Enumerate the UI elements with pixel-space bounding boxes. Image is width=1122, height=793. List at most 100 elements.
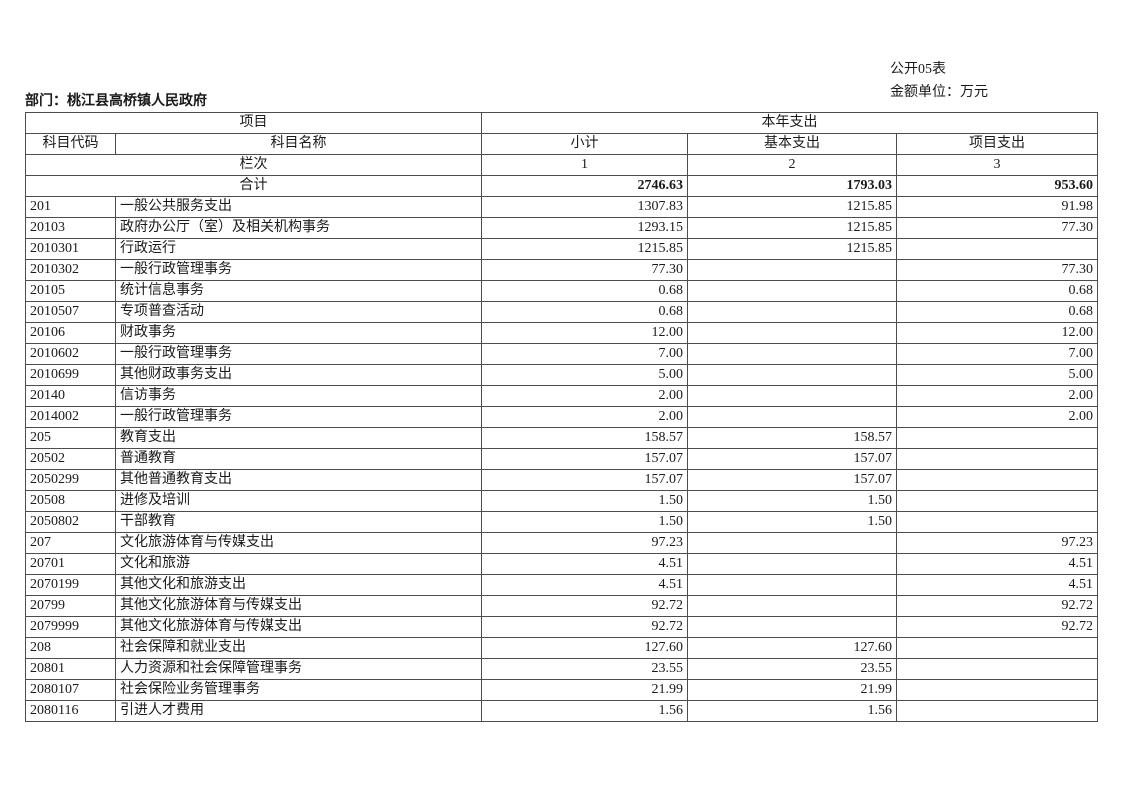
cell-subject-name: 信访事务 xyxy=(115,385,482,407)
cell-project-expenditure: 7.00 xyxy=(895,343,1099,365)
cell-project-expenditure: 4.51 xyxy=(895,553,1099,575)
cell-subject-code: 2080116 xyxy=(25,700,116,722)
cell-project-expenditure xyxy=(895,448,1099,470)
cell-project-expenditure: 92.72 xyxy=(895,595,1099,617)
cell-subject-name: 教育支出 xyxy=(115,427,482,449)
cell-project-expenditure: 4.51 xyxy=(895,574,1099,596)
cell-basic-expenditure: 1215.85 xyxy=(687,196,897,218)
table-row: 2050299 其他普通教育支出 157.07 157.07 xyxy=(25,469,1099,491)
form-number: 公开05表 xyxy=(890,62,946,77)
cell-basic-expenditure xyxy=(687,574,897,596)
cell-subtotal: 77.30 xyxy=(481,259,688,281)
cell-subject-code: 20701 xyxy=(25,553,116,575)
cell-subtotal: 1.56 xyxy=(481,700,688,722)
cell-project-expenditure: 2.00 xyxy=(895,406,1099,428)
cell-project-expenditure xyxy=(895,490,1099,512)
cell-basic-expenditure xyxy=(687,259,897,281)
table-row: 2079999 其他文化旅游体育与传媒支出 92.72 92.72 xyxy=(25,616,1099,638)
cell-project-expenditure xyxy=(895,700,1099,722)
cell-basic-expenditure xyxy=(687,406,897,428)
unit-label: 金额单位：万元 xyxy=(890,85,988,100)
cell-subtotal: 1.50 xyxy=(481,511,688,533)
table-row: 207 文化旅游体育与传媒支出 97.23 97.23 xyxy=(25,532,1099,554)
cell-subtotal: 92.72 xyxy=(481,616,688,638)
header-project-expenditure: 项目支出 xyxy=(895,133,1099,155)
table-row: 20105 统计信息事务 0.68 0.68 xyxy=(25,280,1099,302)
cell-basic-expenditure xyxy=(687,343,897,365)
table-row: 201 一般公共服务支出 1307.83 1215.85 91.98 xyxy=(25,196,1099,218)
cell-subtotal: 97.23 xyxy=(481,532,688,554)
header-basic-expenditure: 基本支出 xyxy=(687,133,897,155)
column-index-3: 3 xyxy=(895,154,1099,176)
table-row: 205 教育支出 158.57 158.57 xyxy=(25,427,1099,449)
cell-subtotal: 1.50 xyxy=(481,490,688,512)
cell-basic-expenditure: 1215.85 xyxy=(687,217,897,239)
cell-basic-expenditure xyxy=(687,385,897,407)
table-row: 2010301 行政运行 1215.85 1215.85 xyxy=(25,238,1099,260)
cell-subject-name: 一般行政管理事务 xyxy=(115,343,482,365)
cell-subject-code: 2070199 xyxy=(25,574,116,596)
cell-basic-expenditure: 157.07 xyxy=(687,448,897,470)
table-row: 20799 其他文化旅游体育与传媒支出 92.72 92.72 xyxy=(25,595,1099,617)
cell-subject-name: 行政运行 xyxy=(115,238,482,260)
cell-subject-name: 引进人才费用 xyxy=(115,700,482,722)
header-row-columns: 科目代码 科目名称 小计 基本支出 项目支出 xyxy=(25,133,1099,155)
form-meta: 公开05表 金额单位：万元 xyxy=(890,58,988,104)
table-row: 20140 信访事务 2.00 2.00 xyxy=(25,385,1099,407)
cell-subject-name: 一般行政管理事务 xyxy=(115,406,482,428)
total-row: 合计 2746.63 1793.03 953.60 xyxy=(25,175,1099,197)
cell-basic-expenditure: 1215.85 xyxy=(687,238,897,260)
cell-basic-expenditure: 1.50 xyxy=(687,490,897,512)
cell-basic-expenditure xyxy=(687,532,897,554)
cell-subject-code: 20106 xyxy=(25,322,116,344)
cell-basic-expenditure xyxy=(687,322,897,344)
cell-subject-code: 2080107 xyxy=(25,679,116,701)
cell-subject-name: 文化旅游体育与传媒支出 xyxy=(115,532,482,554)
cell-subject-name: 一般行政管理事务 xyxy=(115,259,482,281)
cell-subtotal: 2.00 xyxy=(481,406,688,428)
cell-subject-name: 人力资源和社会保障管理事务 xyxy=(115,658,482,680)
cell-basic-expenditure xyxy=(687,595,897,617)
cell-subject-code: 20105 xyxy=(25,280,116,302)
cell-subject-code: 20502 xyxy=(25,448,116,470)
cell-basic-expenditure: 1.56 xyxy=(687,700,897,722)
cell-subtotal: 2.00 xyxy=(481,385,688,407)
table-row: 2070199 其他文化和旅游支出 4.51 4.51 xyxy=(25,574,1099,596)
column-index-1: 1 xyxy=(481,154,688,176)
table-row: 2080107 社会保险业务管理事务 21.99 21.99 xyxy=(25,679,1099,701)
table-row: 2010699 其他财政事务支出 5.00 5.00 xyxy=(25,364,1099,386)
table-row: 2010602 一般行政管理事务 7.00 7.00 xyxy=(25,343,1099,365)
cell-subject-name: 其他财政事务支出 xyxy=(115,364,482,386)
cell-basic-expenditure: 23.55 xyxy=(687,658,897,680)
total-label: 合计 xyxy=(25,175,482,197)
cell-subject-code: 207 xyxy=(25,532,116,554)
cell-subject-name: 其他文化和旅游支出 xyxy=(115,574,482,596)
cell-subtotal: 1307.83 xyxy=(481,196,688,218)
cell-project-expenditure xyxy=(895,679,1099,701)
cell-subtotal: 4.51 xyxy=(481,574,688,596)
cell-subject-name: 社会保险业务管理事务 xyxy=(115,679,482,701)
cell-subject-code: 20103 xyxy=(25,217,116,239)
cell-project-expenditure xyxy=(895,658,1099,680)
total-basic: 1793.03 xyxy=(687,175,897,197)
cell-basic-expenditure: 127.60 xyxy=(687,637,897,659)
cell-project-expenditure: 97.23 xyxy=(895,532,1099,554)
cell-basic-expenditure: 21.99 xyxy=(687,679,897,701)
cell-subtotal: 1293.15 xyxy=(481,217,688,239)
cell-subject-code: 208 xyxy=(25,637,116,659)
header-subject-code: 科目代码 xyxy=(25,133,116,155)
cell-subject-code: 20140 xyxy=(25,385,116,407)
cell-subtotal: 21.99 xyxy=(481,679,688,701)
cell-subtotal: 12.00 xyxy=(481,322,688,344)
cell-subject-code: 2010507 xyxy=(25,301,116,323)
cell-subtotal: 157.07 xyxy=(481,448,688,470)
table-row: 20103 政府办公厅（室）及相关机构事务 1293.15 1215.85 77.30 xyxy=(25,217,1099,239)
table-row: 208 社会保障和就业支出 127.60 127.60 xyxy=(25,637,1099,659)
cell-basic-expenditure xyxy=(687,280,897,302)
table-row: 2010302 一般行政管理事务 77.30 77.30 xyxy=(25,259,1099,281)
cell-project-expenditure: 77.30 xyxy=(895,259,1099,281)
cell-subject-code: 2050299 xyxy=(25,469,116,491)
cell-subject-code: 2010302 xyxy=(25,259,116,281)
column-index-2: 2 xyxy=(687,154,897,176)
cell-subtotal: 7.00 xyxy=(481,343,688,365)
